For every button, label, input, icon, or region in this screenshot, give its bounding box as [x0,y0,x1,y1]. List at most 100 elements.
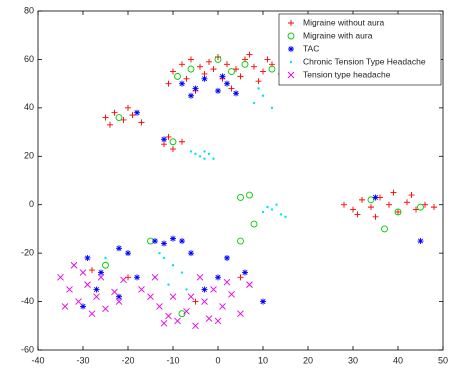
point [196,274,204,281]
point [152,238,158,245]
point [192,322,199,330]
point [257,87,260,90]
point [270,208,274,211]
point [275,203,278,206]
point [188,92,194,99]
point [284,215,287,219]
point [246,281,253,288]
point [192,85,199,92]
y-tick-label: 60 [24,54,34,64]
point [125,250,131,257]
point [174,317,181,325]
point [93,293,100,301]
point [161,136,167,143]
x-tick-label: -30 [76,355,89,365]
point [203,157,206,160]
point [237,193,244,201]
y-tick-label: 20 [24,151,34,161]
point [237,237,244,245]
point [165,133,172,140]
point [203,150,206,153]
point [97,274,105,281]
point [102,305,109,313]
point [66,286,73,293]
x-tick-label: 0 [215,355,220,365]
point [84,254,91,261]
point [178,310,186,318]
point [116,245,122,252]
point [270,106,274,110]
legend-label: Tension type headache [303,69,391,79]
point [169,293,177,301]
point [170,146,176,153]
point [261,210,265,214]
legend-box [278,13,442,86]
point [266,205,269,209]
point [167,283,170,286]
y-tick-label: -20 [21,248,34,258]
x-tick-label: 30 [348,355,358,365]
point [201,286,208,293]
point [368,204,374,211]
point [115,298,123,305]
point [111,109,118,116]
point [189,150,193,153]
point [404,199,410,206]
point [169,138,177,146]
point [138,286,145,293]
point [180,271,184,274]
point [93,286,100,293]
point [359,196,365,203]
point [417,238,424,245]
point [246,191,253,199]
point [214,317,222,325]
legend-marker [288,20,294,26]
point [431,204,437,211]
point [171,264,175,267]
point [237,274,244,281]
point [251,63,257,70]
point [179,61,185,68]
point [255,78,262,85]
point [390,189,397,196]
point [75,298,82,305]
point [422,201,428,208]
point [372,213,379,220]
point [107,121,113,128]
point [170,235,176,242]
point [116,293,122,300]
point [268,65,276,73]
point [250,220,258,228]
x-tick-label: 10 [258,355,268,365]
y-tick-label: 40 [24,102,34,112]
x-tick-label: 40 [393,355,403,365]
legend-label: Chronic Tension Type Headache [303,56,426,66]
legend-label: TAC [303,43,319,53]
point [224,61,230,68]
point [165,312,172,320]
point [125,104,131,111]
legend-label: Migraine without aura [303,17,385,27]
point [264,56,271,63]
point [372,194,379,201]
x-tick-label: -20 [121,355,134,365]
point [134,274,140,281]
point [201,75,208,82]
point [408,192,415,199]
point [170,68,176,75]
point [188,250,194,257]
point [252,101,256,105]
point [158,251,161,255]
point [279,213,283,216]
point [241,60,249,68]
point [57,274,64,281]
point [80,303,86,310]
point [198,155,202,158]
point [161,240,167,247]
point [88,310,96,317]
point [413,206,419,213]
point [394,208,402,216]
point [386,201,392,208]
